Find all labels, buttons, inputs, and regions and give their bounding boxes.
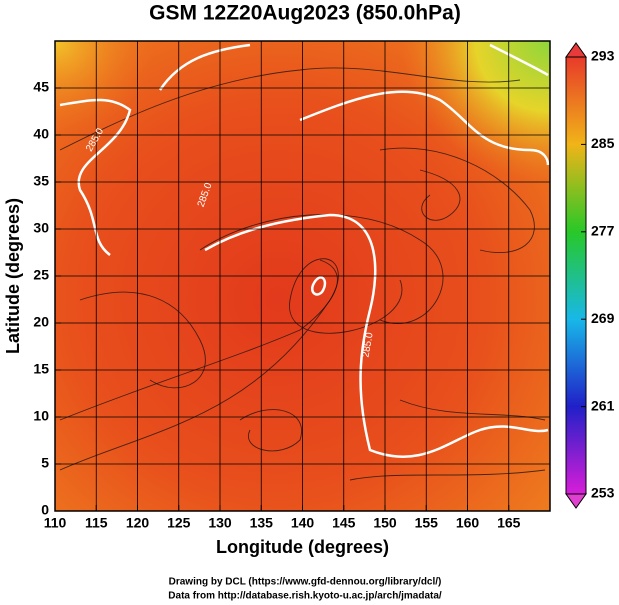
colorbar-tick-label: 277 <box>591 223 615 239</box>
streamlines <box>59 67 546 481</box>
y-tick-label: 30 <box>33 220 49 236</box>
map-area <box>54 41 550 512</box>
contours <box>59 43 550 458</box>
colorbar-extend <box>565 493 587 509</box>
chart-title: GSM 12Z20Aug2023 (850.0hPa) <box>149 2 461 25</box>
plot-frame <box>54 40 551 512</box>
y-tick-label: 25 <box>33 267 49 283</box>
x-axis-label: Longitude (degrees) <box>216 537 389 557</box>
credit: Drawing by DCL (https://www.gfd-dennou.o… <box>169 577 442 588</box>
x-tick-label: 135 <box>250 515 274 531</box>
y-tick-label: 15 <box>33 361 49 377</box>
colorbar-tick-label: 285 <box>591 135 615 151</box>
x-tick-label: 140 <box>291 515 315 531</box>
y-tick-label: 20 <box>33 314 49 330</box>
y-tick-label: 5 <box>41 455 49 471</box>
x-tick-label: 160 <box>456 515 480 531</box>
x-tick-label: 120 <box>126 515 150 531</box>
x-tick-label: 155 <box>415 515 439 531</box>
y-tick-label: 45 <box>33 79 49 95</box>
y-tick-label: 0 <box>41 502 49 518</box>
x-tick-label: 110 <box>44 515 67 531</box>
y-tick-label: 40 <box>33 126 49 142</box>
x-tick-label: 145 <box>332 515 356 531</box>
colorbar-tick-label: 261 <box>591 397 615 413</box>
x-tick-label: 165 <box>497 515 521 531</box>
x-tick-label: 130 <box>208 515 232 531</box>
x-tick-label: 150 <box>373 515 397 531</box>
colorbar-tick-label: 293 <box>591 48 615 64</box>
colorbar <box>565 56 587 495</box>
colorbar-extend <box>565 42 587 58</box>
colorbar-tick-label: 253 <box>591 485 615 501</box>
contour-label: 285.0 <box>361 331 376 358</box>
y-tick-label: 10 <box>33 408 49 424</box>
x-tick-label: 115 <box>85 515 108 531</box>
y-tick-label: 35 <box>33 173 49 189</box>
colorbar-tick-label: 269 <box>591 310 615 326</box>
credit: Data from http://database.rish.kyoto-u.a… <box>168 591 442 602</box>
x-tick-label: 125 <box>167 515 191 531</box>
y-axis-label: Latitude (degrees) <box>3 198 23 354</box>
